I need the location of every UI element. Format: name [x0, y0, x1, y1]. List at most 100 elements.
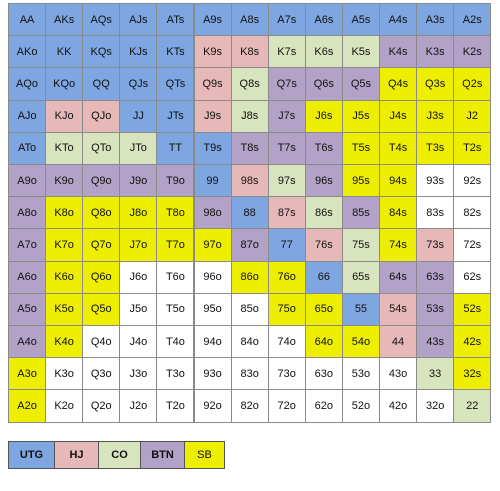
hand-cell: AQs — [82, 3, 121, 37]
legend-entry: BTN — [140, 441, 185, 469]
hand-cell: J3s — [416, 99, 455, 133]
hand-cell: 63o — [304, 357, 343, 391]
hand-cell: JTs — [156, 99, 195, 133]
hand-cell: 53o — [341, 357, 380, 391]
hand-cell: QTs — [156, 67, 195, 101]
hand-cell: 86o — [230, 260, 269, 294]
hand-cell: Q8s — [230, 67, 269, 101]
hand-cell: KQs — [82, 35, 121, 69]
hand-cell: A2s — [453, 3, 492, 37]
hand-cell: AJs — [119, 3, 158, 37]
hand-cell: 94s — [379, 164, 418, 198]
hand-cell: 92s — [453, 164, 492, 198]
hand-cell: J7s — [267, 99, 306, 133]
hand-cell: T8s — [230, 131, 269, 165]
hand-cell: 95s — [341, 164, 380, 198]
hand-cell: A8o — [8, 196, 47, 230]
hand-cell: Q7s — [267, 67, 306, 101]
hand-cell: K3s — [416, 35, 455, 69]
hand-cell: A4o — [8, 325, 47, 359]
hand-cell: J2 — [453, 99, 492, 133]
hand-cell: 52o — [341, 389, 380, 423]
hand-cell: K4s — [379, 35, 418, 69]
hand-cell: Q3o — [82, 357, 121, 391]
hand-cell: 77 — [267, 228, 306, 262]
hand-cell: ATo — [8, 131, 47, 165]
hand-cell: A7o — [8, 228, 47, 262]
hand-cell: J9o — [119, 164, 158, 198]
hand-cell: K9s — [193, 35, 232, 69]
hand-cell: A6s — [304, 3, 343, 37]
hand-cell: T6o — [156, 260, 195, 294]
hand-cell: A9s — [193, 3, 232, 37]
hand-cell: T3s — [416, 131, 455, 165]
hand-cell: 43o — [379, 357, 418, 391]
hand-cell: 76s — [304, 228, 343, 262]
hand-cell: Q8o — [82, 196, 121, 230]
hand-cell: A5o — [8, 292, 47, 326]
hand-cell: K7s — [267, 35, 306, 69]
hand-cell: 62s — [453, 260, 492, 294]
hand-cell: Q4o — [82, 325, 121, 359]
hand-cell: K3o — [45, 357, 84, 391]
hand-cell: T4s — [379, 131, 418, 165]
hand-cell: Q2o — [82, 389, 121, 423]
hand-cell: J4s — [379, 99, 418, 133]
hand-cell: T8o — [156, 196, 195, 230]
hand-cell: 82o — [230, 389, 269, 423]
hand-cell: 83o — [230, 357, 269, 391]
hand-cell: AJo — [8, 99, 47, 133]
hand-cell: 54o — [341, 325, 380, 359]
hand-cell: 92o — [193, 389, 232, 423]
hand-cell: K9o — [45, 164, 84, 198]
hand-cell: K6o — [45, 260, 84, 294]
hand-cell: K7o — [45, 228, 84, 262]
hand-cell: 42s — [453, 325, 492, 359]
hand-cell: 94o — [193, 325, 232, 359]
hand-cell: A2o — [8, 389, 47, 423]
hand-cell: KTo — [45, 131, 84, 165]
hand-cell: J6o — [119, 260, 158, 294]
hand-cell: 74o — [267, 325, 306, 359]
hand-cell: 85o — [230, 292, 269, 326]
hand-cell: JJ — [119, 99, 158, 133]
hand-cell: AA — [8, 3, 47, 37]
hand-cell: 96o — [193, 260, 232, 294]
hand-cell: J4o — [119, 325, 158, 359]
hand-cell: 73s — [416, 228, 455, 262]
hand-cell: 96s — [304, 164, 343, 198]
hand-cell: J6s — [304, 99, 343, 133]
hand-cell: 85s — [341, 196, 380, 230]
hand-cell: AKs — [45, 3, 84, 37]
hand-cell: T9o — [156, 164, 195, 198]
hand-cell: Q5o — [82, 292, 121, 326]
hand-cell: K8s — [230, 35, 269, 69]
hand-cell: Q4s — [379, 67, 418, 101]
hand-cell: 52s — [453, 292, 492, 326]
hand-cell: 62o — [304, 389, 343, 423]
hand-cell: 95o — [193, 292, 232, 326]
hand-cell: 98s — [230, 164, 269, 198]
hand-cell: KQo — [45, 67, 84, 101]
hand-cell: TT — [156, 131, 195, 165]
hand-cell: AQo — [8, 67, 47, 101]
hand-cell: 75o — [267, 292, 306, 326]
hand-cell: A7s — [267, 3, 306, 37]
hand-cell: T7o — [156, 228, 195, 262]
hand-cell: 66 — [304, 260, 343, 294]
hand-cell: QQ — [82, 67, 121, 101]
hand-cell: 97s — [267, 164, 306, 198]
hand-cell: J5s — [341, 99, 380, 133]
hand-cell: 53s — [416, 292, 455, 326]
hand-cell: T2o — [156, 389, 195, 423]
hand-cell: A3o — [8, 357, 47, 391]
hand-cell: Q5s — [341, 67, 380, 101]
hand-cell: KK — [45, 35, 84, 69]
hand-cell: Q2s — [453, 67, 492, 101]
hand-cell: 22 — [453, 389, 492, 423]
hand-cell: A3s — [416, 3, 455, 37]
hand-cell: T7s — [267, 131, 306, 165]
hand-cell: J7o — [119, 228, 158, 262]
hand-cell: T5s — [341, 131, 380, 165]
hand-cell: A6o — [8, 260, 47, 294]
